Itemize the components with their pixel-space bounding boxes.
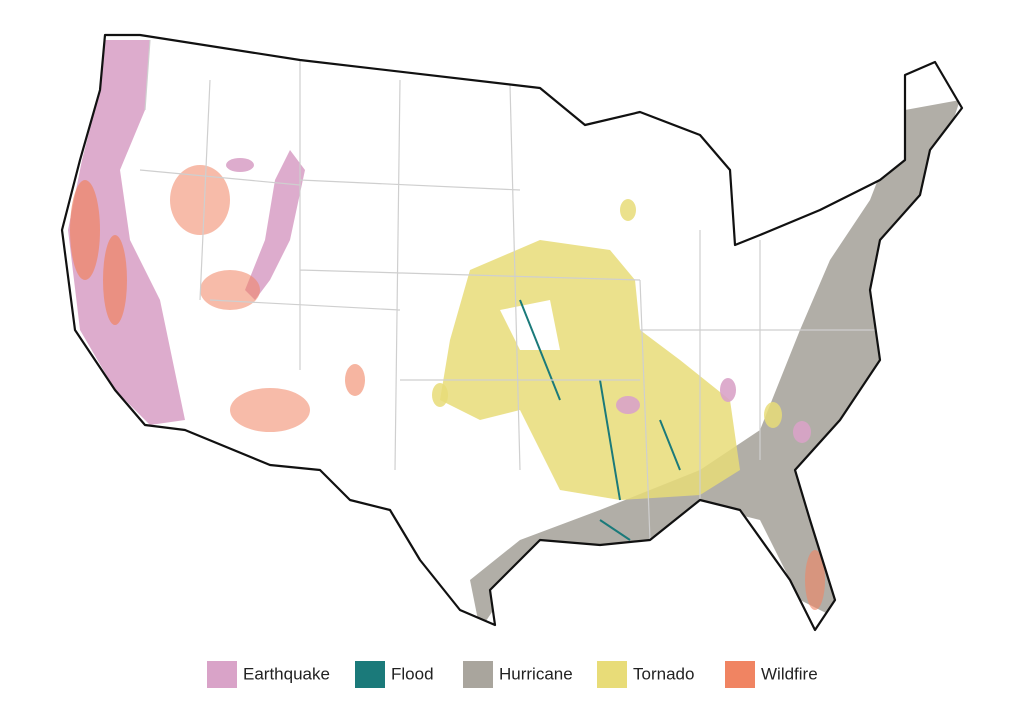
earthquake-zone: [68, 40, 185, 425]
earthquake-zone: [793, 421, 811, 443]
us-outline: [60, 33, 964, 632]
legend-label: Earthquake: [243, 664, 330, 683]
legend-label: Flood: [391, 664, 434, 683]
legend-swatch: [207, 661, 237, 688]
legend-label: Wildfire: [761, 664, 818, 683]
wildfire-zone: [345, 364, 365, 396]
wildfire-zone: [70, 180, 100, 280]
flood-zone: [519, 299, 681, 541]
wildfire-zone: [170, 165, 230, 235]
earthquake-zone: [616, 396, 640, 414]
legend-swatch: [355, 661, 385, 688]
earthquake-zone: [720, 378, 736, 402]
wildfire-zone: [200, 270, 260, 310]
wildfire-zone: [230, 388, 310, 432]
tornado-zone: [620, 199, 636, 221]
earthquake-zone: [226, 158, 254, 172]
legend-swatch: [597, 661, 627, 688]
legend-swatch: [463, 661, 493, 688]
wildfire-zone: [103, 235, 127, 325]
state-lines: [139, 39, 880, 541]
legend: Earthquake Flood Hurricane Tornado Wildfire: [207, 661, 818, 688]
legend-label: Hurricane: [499, 664, 573, 683]
wildfire-zone: [805, 550, 825, 610]
legend-swatch: [725, 661, 755, 688]
tornado-zone: [432, 383, 448, 407]
earthquake-zone: [245, 150, 305, 300]
tornado-zone: [764, 402, 782, 428]
legend-label: Tornado: [633, 664, 694, 683]
